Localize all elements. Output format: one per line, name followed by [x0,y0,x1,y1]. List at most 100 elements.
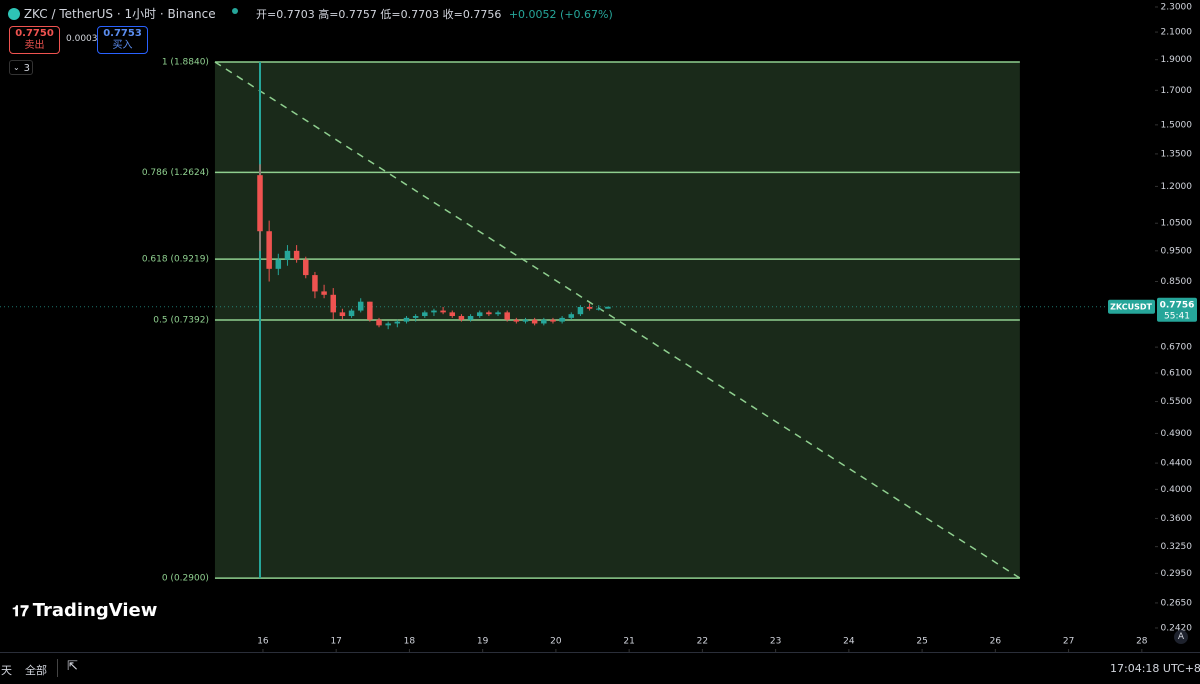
x-tick-label: 18 [404,637,416,647]
x-tick-label: 17 [330,637,341,647]
candle-body [394,321,401,324]
candle-body [550,319,556,322]
ohlc-row: 开=0.7703 高=0.7757 低=0.7703 收=0.7756 +0.0… [256,6,613,22]
candle-body [449,312,456,317]
y-tick-label: 0.3250 [1161,542,1193,552]
change: +0.0052 (+0.67%) [508,8,613,21]
last-price: 0.7756 [1160,300,1195,310]
candle-body [367,301,373,320]
y-tick-label: 0.6700 [1161,343,1193,353]
y-tick-label: 1.7000 [1161,86,1193,96]
fib-level-label: 0.786 (1.2624) [142,168,209,178]
candle-body [293,250,300,260]
separator [57,659,58,677]
sell-price: 0.7750 [15,28,54,39]
symbol-icon [8,8,20,20]
y-tick-label: 0.4900 [1161,429,1193,439]
buy-price: 0.7753 [103,28,142,39]
fib-level-label: 0.5 (0.7392) [153,316,209,326]
logo: 𝟏𝟕 TradingView [12,600,157,621]
candle-body [257,175,263,232]
symbol-header[interactable]: ZKC / TetherUS · 1小时 · Binance [8,5,216,22]
candle-body [559,317,565,322]
indicators-count: 3 [23,63,30,74]
indicators-toggle[interactable]: ⌄ 3 [9,60,33,75]
chevron-icon: ⌄ [13,63,20,72]
y-tick-label: 0.6100 [1161,368,1193,378]
candle-body [339,312,346,317]
countdown: 55:41 [1164,311,1190,321]
candle-body [513,319,520,322]
x-tick-label: 28 [1136,637,1148,647]
y-tick-label: 1.2000 [1161,182,1193,192]
ohlc-values: 开=0.7703 高=0.7757 低=0.7703 收=0.7756 [256,8,502,21]
buy-label: 买入 [112,40,133,51]
candle-body [431,310,437,313]
symbol-tag: ZKCUSDT [1110,302,1152,311]
y-tick-label: 0.2950 [1161,569,1193,579]
candle-body [541,319,547,324]
candle-body [586,306,593,309]
y-tick-label: 2.1000 [1161,28,1193,38]
spread: 0.0003 [66,34,98,44]
x-tick-label: 24 [843,637,855,647]
y-tick-label: 1.9000 [1161,55,1193,65]
y-tick-label: 0.9500 [1161,246,1193,256]
date-range-icon[interactable]: ⇱ [67,659,78,674]
candle-body [275,259,282,269]
range-all[interactable]: 全部 [25,664,47,677]
candle-body [440,310,446,313]
y-tick-label: 0.4400 [1161,459,1193,469]
candle-body [577,306,584,315]
x-tick-label: 19 [477,637,489,647]
x-tick-label: 23 [770,637,781,647]
x-tick-label: 25 [916,637,927,647]
status-dot [232,8,238,14]
fib-level-label: 0.618 (0.9219) [142,255,209,265]
candle-body [504,312,510,320]
fib-level-label: 1 (1.8840) [162,58,209,68]
candle-body [403,317,410,322]
candle-body [385,323,391,326]
y-tick-label: 1.5000 [1161,120,1193,130]
auto-scale-button[interactable]: A [1174,630,1188,644]
trend-line [214,61,1021,579]
candle-body [486,312,492,315]
y-tick-label: 1.3500 [1161,149,1193,159]
candle-body [605,306,611,309]
fib-level-label: 0 (0.2900) [162,574,209,584]
x-tick-label: 26 [990,637,1002,647]
clock: 17:04:18 UTC+8 [1110,662,1200,675]
range-5d[interactable]: 5天 [0,664,12,677]
sell-button[interactable]: 0.7750 卖出 [9,26,60,54]
candle-body [476,312,483,317]
bottom-toolbar: 5天 全部 ⇱ 17:04:18 UTC+8 [0,652,1200,684]
y-tick-label: 0.2420 [1161,623,1193,633]
sell-label: 卖出 [24,40,45,51]
x-tick-label: 16 [257,637,269,647]
candle-body [376,319,382,326]
y-tick-label: 0.2650 [1161,598,1193,608]
symbol-tag-bg [1108,299,1155,314]
y-tick-label: 0.8500 [1161,277,1193,287]
candle-body [531,319,538,324]
candle-body [595,308,602,310]
candle-body [522,319,529,322]
y-tick-label: 2.3000 [1161,2,1193,12]
candle-body [348,310,355,317]
price-tag-bg [1157,297,1197,322]
y-tick-label: 0.3600 [1161,514,1193,524]
candle-body [321,291,327,295]
logo-text: TradingView [32,600,158,621]
x-tick-label: 20 [550,637,562,647]
candle-body [422,312,428,317]
candle-body [495,312,501,315]
candle-body [357,301,364,311]
y-tick-label: 0.4000 [1161,485,1193,495]
candle-body [467,316,474,320]
x-tick-label: 21 [623,637,634,647]
buy-button[interactable]: 0.7753 买入 [97,26,148,54]
candle-body [568,314,575,318]
